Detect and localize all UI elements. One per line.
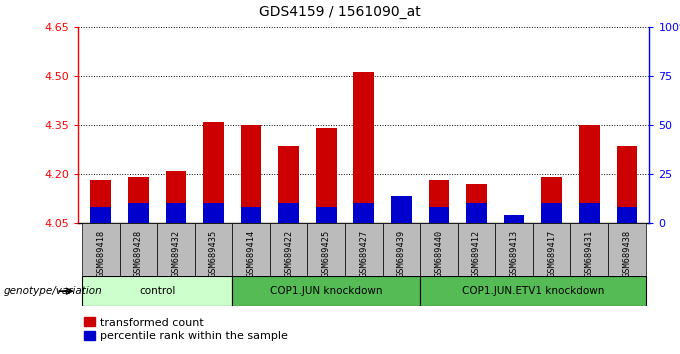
Bar	[608, 223, 645, 276]
Text: GSM689413: GSM689413	[509, 229, 519, 276]
Text: GSM689417: GSM689417	[547, 229, 556, 276]
Bar	[571, 223, 608, 276]
Bar	[82, 276, 233, 306]
Bar	[354, 73, 374, 223]
Bar	[617, 146, 637, 223]
Text: GSM689427: GSM689427	[359, 229, 369, 276]
Bar	[278, 203, 299, 223]
Bar	[533, 223, 571, 276]
Text: control: control	[139, 286, 175, 296]
Text: GSM689425: GSM689425	[322, 229, 330, 276]
Bar	[458, 223, 495, 276]
Bar	[241, 207, 261, 223]
Bar	[541, 177, 562, 223]
Bar	[391, 195, 411, 223]
Bar	[165, 171, 186, 223]
Text: GSM689431: GSM689431	[585, 229, 594, 276]
Legend: transformed count, percentile rank within the sample: transformed count, percentile rank withi…	[84, 317, 288, 341]
Text: GSM689440: GSM689440	[435, 229, 443, 276]
Text: COP1.JUN knockdown: COP1.JUN knockdown	[270, 286, 382, 296]
Bar	[345, 223, 383, 276]
Text: GSM689439: GSM689439	[397, 229, 406, 276]
Text: genotype/variation: genotype/variation	[3, 286, 102, 296]
Bar	[128, 177, 149, 223]
Bar	[617, 207, 637, 223]
Bar	[428, 207, 449, 223]
Text: GSM689428: GSM689428	[134, 229, 143, 276]
Text: GSM689418: GSM689418	[97, 229, 105, 276]
Bar	[383, 223, 420, 276]
Bar	[128, 203, 149, 223]
Bar	[90, 181, 111, 223]
Bar	[241, 125, 261, 223]
Bar	[165, 203, 186, 223]
Text: GSM689435: GSM689435	[209, 229, 218, 276]
Bar	[579, 203, 600, 223]
Bar	[391, 221, 411, 223]
Bar	[504, 215, 524, 223]
Text: COP1.JUN.ETV1 knockdown: COP1.JUN.ETV1 knockdown	[462, 286, 604, 296]
Bar	[307, 223, 345, 276]
Bar	[233, 223, 270, 276]
Bar	[90, 207, 111, 223]
Bar	[504, 216, 524, 223]
Text: GSM689438: GSM689438	[622, 229, 631, 276]
Bar	[194, 223, 233, 276]
Bar	[120, 223, 157, 276]
Bar	[316, 207, 337, 223]
Bar	[466, 203, 487, 223]
Bar	[203, 121, 224, 223]
Bar	[466, 184, 487, 223]
Text: GSM689422: GSM689422	[284, 229, 293, 276]
Text: GSM689414: GSM689414	[247, 229, 256, 276]
Bar	[233, 276, 420, 306]
Bar	[420, 276, 645, 306]
Text: GDS4159 / 1561090_at: GDS4159 / 1561090_at	[259, 5, 421, 19]
Bar	[579, 125, 600, 223]
Bar	[270, 223, 307, 276]
Bar	[316, 128, 337, 223]
Bar	[82, 223, 120, 276]
Bar	[541, 203, 562, 223]
Text: GSM689432: GSM689432	[171, 229, 180, 276]
Bar	[278, 146, 299, 223]
Text: GSM689412: GSM689412	[472, 229, 481, 276]
Bar	[354, 203, 374, 223]
Bar	[157, 223, 194, 276]
Bar	[428, 181, 449, 223]
Bar	[495, 223, 533, 276]
Bar	[203, 203, 224, 223]
Bar	[420, 223, 458, 276]
